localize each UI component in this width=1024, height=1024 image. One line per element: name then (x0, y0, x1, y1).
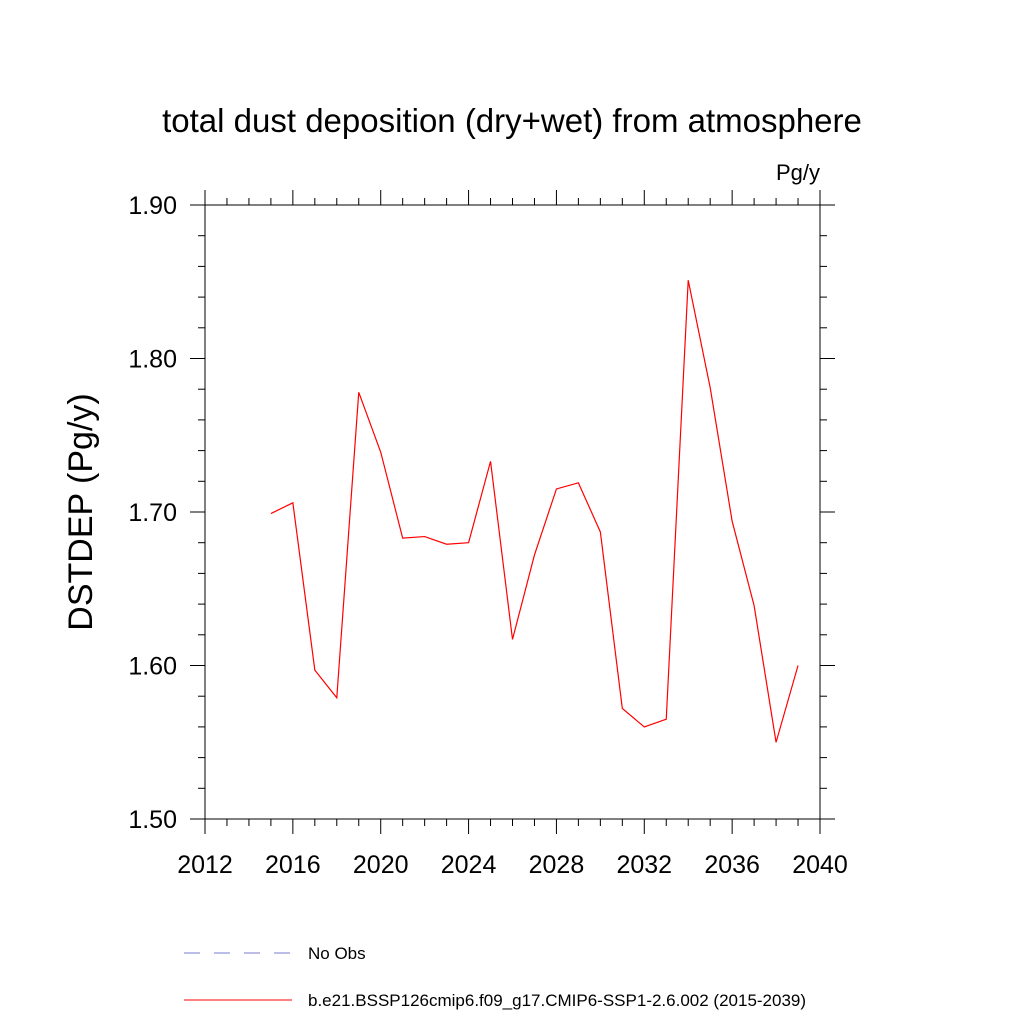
y-tick-label: 1.90 (128, 192, 177, 220)
legend-label-no-obs: No Obs (308, 944, 366, 963)
axis-ticks (190, 190, 835, 834)
x-tick-label: 2036 (704, 851, 760, 879)
y-tick-label: 1.50 (128, 806, 177, 834)
x-tick-label: 2024 (441, 851, 497, 879)
plot-frame (204, 204, 821, 820)
x-tick-label: 2020 (353, 851, 409, 879)
series-layer (270, 280, 799, 743)
x-tick-label: 2040 (792, 851, 848, 879)
x-tick-label: 2032 (616, 851, 672, 879)
y-axis-label: DSTDEP (Pg/y) (62, 393, 100, 630)
series-line-0 (270, 280, 799, 743)
axis-tick-labels: 2012 2016 2020 2024 2028 2032 2036 2040 1.50 1.60… (128, 192, 847, 879)
legend-label-series: b.e21.BSSP126cmip6.f09_g17.CMIP6-SSP1-2.… (308, 991, 806, 1010)
y-tick-label: 1.70 (128, 499, 177, 527)
x-tick-label: 2028 (529, 851, 585, 879)
chart-title: total dust deposition (dry+wet) from atm… (162, 102, 862, 139)
units-label: Pg/y (776, 160, 820, 185)
legend: No Obs b.e21.BSSP126cmip6.f09_g17.CMIP6-… (184, 944, 806, 1010)
x-tick-label: 2016 (265, 851, 321, 879)
y-tick-label: 1.60 (128, 653, 177, 681)
x-tick-label: 2012 (177, 851, 233, 879)
y-tick-label: 1.80 (128, 346, 177, 374)
